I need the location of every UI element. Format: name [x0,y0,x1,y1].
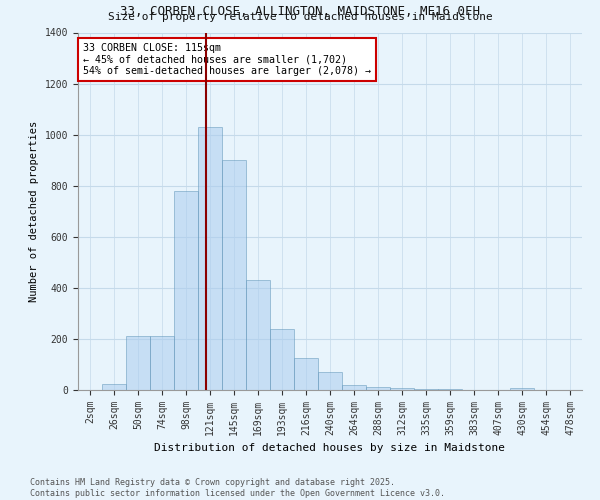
X-axis label: Distribution of detached houses by size in Maidstone: Distribution of detached houses by size … [155,444,505,454]
Bar [198,127,222,390]
Text: Contains HM Land Registry data © Crown copyright and database right 2025.
Contai: Contains HM Land Registry data © Crown c… [30,478,445,498]
Bar [150,336,174,390]
Text: 33 CORBEN CLOSE: 115sqm
← 45% of detached houses are smaller (1,702)
54% of semi: 33 CORBEN CLOSE: 115sqm ← 45% of detache… [83,43,371,76]
Text: Size of property relative to detached houses in Maidstone: Size of property relative to detached ho… [107,12,493,22]
Y-axis label: Number of detached properties: Number of detached properties [29,120,39,302]
Text: 33, CORBEN CLOSE, ALLINGTON, MAIDSTONE, ME16 0FH: 33, CORBEN CLOSE, ALLINGTON, MAIDSTONE, … [120,5,480,18]
Bar [294,358,318,390]
Bar [102,384,126,390]
Bar [246,280,270,390]
Bar [126,336,150,390]
Bar [318,372,342,390]
Bar [414,388,438,390]
Bar [510,388,534,390]
Bar [390,388,414,390]
Bar [174,191,198,390]
Bar [366,387,390,390]
Bar [222,160,246,390]
Bar [270,328,294,390]
Bar [342,385,366,390]
Bar [438,389,462,390]
